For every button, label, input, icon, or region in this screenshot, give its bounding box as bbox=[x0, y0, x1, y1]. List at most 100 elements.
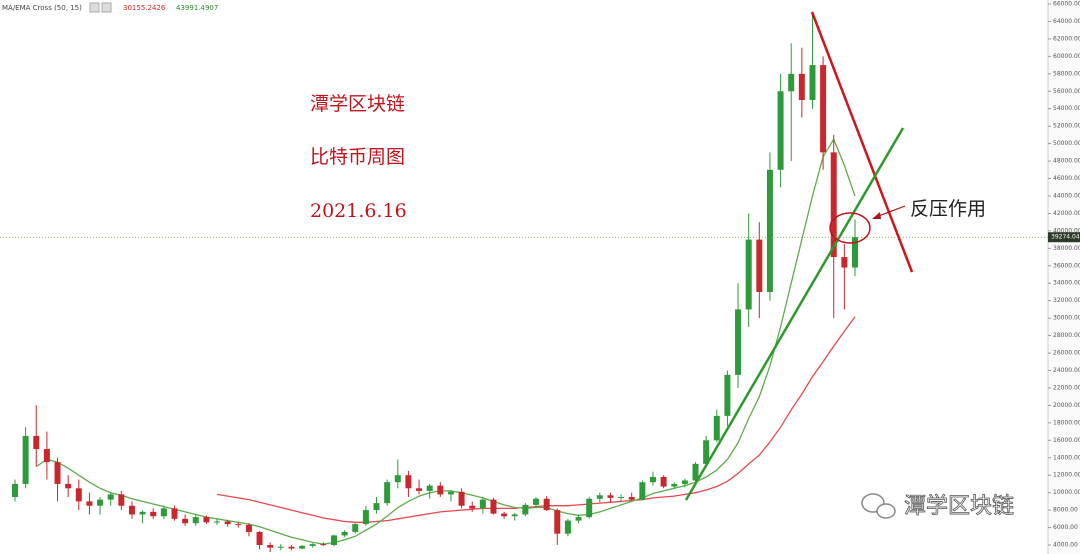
y-tick-label: 14000.00 bbox=[1053, 454, 1080, 461]
candle-body bbox=[479, 499, 486, 509]
candle-body bbox=[86, 501, 93, 506]
y-tick-label: 28000.00 bbox=[1053, 332, 1080, 339]
candle-body bbox=[522, 504, 529, 515]
candle-body bbox=[596, 495, 603, 499]
last-price-label: 39274.04 bbox=[1051, 234, 1080, 241]
candle-body bbox=[447, 491, 454, 495]
legend-value: 30155.2426 bbox=[123, 4, 166, 12]
y-tick-label: 30000.00 bbox=[1053, 315, 1080, 322]
y-tick-label: 56000.00 bbox=[1053, 88, 1080, 95]
y-tick-label: 44000.00 bbox=[1053, 192, 1080, 199]
candle-body bbox=[628, 497, 635, 500]
candle-body bbox=[128, 505, 135, 515]
candle-body bbox=[362, 510, 369, 525]
candle-body bbox=[182, 518, 189, 524]
candle-body bbox=[224, 521, 231, 525]
candle-body bbox=[724, 374, 731, 416]
candle-body bbox=[681, 480, 688, 484]
candle-body bbox=[33, 435, 40, 450]
y-tick-label: 12000.00 bbox=[1053, 472, 1080, 479]
plot: 4000.00 6000.00 8000.00 10000.00 12000.00 140… bbox=[12, 1, 1080, 552]
candle-body bbox=[384, 482, 391, 504]
candle-body bbox=[75, 488, 82, 502]
note: 2021.6.16 bbox=[310, 200, 407, 222]
y-tick-label: 42000.00 bbox=[1053, 210, 1080, 217]
candle-body bbox=[299, 545, 306, 549]
price-axis bbox=[1048, 0, 1080, 554]
candle-body bbox=[426, 485, 433, 491]
candle-body bbox=[713, 415, 720, 441]
trend-line bbox=[810, 11, 914, 273]
candle-body bbox=[288, 546, 295, 549]
candle-body bbox=[639, 482, 646, 500]
candle-body bbox=[703, 440, 710, 464]
y-tick-label: 22000.00 bbox=[1053, 384, 1080, 391]
y-tick-label: 10000.00 bbox=[1053, 489, 1080, 496]
y-tick-label: 36000.00 bbox=[1053, 262, 1080, 269]
y-tick-label: 6000.00 bbox=[1053, 524, 1078, 531]
candle-body bbox=[756, 239, 763, 292]
candle-body bbox=[554, 510, 561, 534]
candle-body bbox=[256, 531, 263, 546]
candle-body bbox=[490, 499, 497, 514]
candle-body bbox=[118, 494, 125, 506]
candle-body bbox=[54, 462, 61, 484]
candle-body bbox=[618, 497, 625, 499]
candle-body bbox=[777, 91, 784, 170]
candle-body bbox=[607, 495, 614, 498]
y-tick-label: 18000.00 bbox=[1053, 419, 1080, 426]
candle-body bbox=[788, 73, 795, 92]
candle-body bbox=[277, 546, 284, 548]
icon[interactable] bbox=[101, 2, 112, 13]
note: 潭学区块链 bbox=[310, 93, 405, 115]
candle-body bbox=[352, 524, 359, 532]
last-price-box bbox=[1048, 232, 1080, 243]
y-tick-label: 54000.00 bbox=[1053, 105, 1080, 112]
y-tick-label: 58000.00 bbox=[1053, 70, 1080, 77]
candle-body bbox=[830, 152, 837, 258]
candle-body bbox=[330, 535, 337, 546]
y-tick-label: 46000.00 bbox=[1053, 175, 1080, 182]
candle-body bbox=[235, 524, 242, 526]
trend-line bbox=[684, 127, 905, 501]
candle-body bbox=[150, 511, 157, 517]
y-tick-label: 60000.00 bbox=[1053, 53, 1080, 60]
y-tick-label: 52000.00 bbox=[1053, 123, 1080, 130]
candle-body bbox=[65, 483, 72, 489]
y-tick-label: 50000.00 bbox=[1053, 140, 1080, 147]
indicator-label: MA/EMA Cross (50, 15) bbox=[2, 4, 82, 12]
legend-value: 43991.4907 bbox=[176, 4, 218, 12]
y-tick-label: 48000.00 bbox=[1053, 158, 1080, 165]
candle-body bbox=[852, 237, 858, 268]
candle-body bbox=[373, 503, 380, 511]
candle-body bbox=[575, 517, 582, 521]
candle-body bbox=[22, 435, 29, 484]
candle-body bbox=[469, 505, 476, 509]
candle-body bbox=[533, 498, 540, 505]
y-tick-label: 20000.00 bbox=[1053, 402, 1080, 409]
arrow-head bbox=[872, 212, 881, 219]
candle-body bbox=[320, 544, 327, 546]
candle-body bbox=[511, 514, 518, 517]
candle-body bbox=[841, 257, 848, 268]
watermark-icon bbox=[861, 493, 896, 519]
candle-body bbox=[267, 545, 274, 548]
highlight-circle bbox=[829, 212, 871, 244]
y-tick-label: 62000.00 bbox=[1053, 35, 1080, 42]
candle-body bbox=[745, 239, 752, 310]
candle-body bbox=[203, 517, 210, 523]
y-tick-label: 16000.00 bbox=[1053, 437, 1080, 444]
candle-body bbox=[671, 483, 678, 487]
candle-body bbox=[416, 488, 423, 491]
candle-body bbox=[394, 475, 401, 483]
candle-body bbox=[501, 513, 508, 517]
candle-body bbox=[405, 475, 412, 489]
y-tick-label: 4000.00 bbox=[1053, 542, 1078, 549]
candle-body bbox=[437, 485, 444, 495]
candle-body bbox=[586, 498, 593, 518]
y-tick-label: 26000.00 bbox=[1053, 350, 1080, 357]
candle-body bbox=[214, 521, 221, 523]
icon[interactable] bbox=[89, 2, 100, 13]
watermark: 潭学区块链 bbox=[904, 494, 1014, 519]
